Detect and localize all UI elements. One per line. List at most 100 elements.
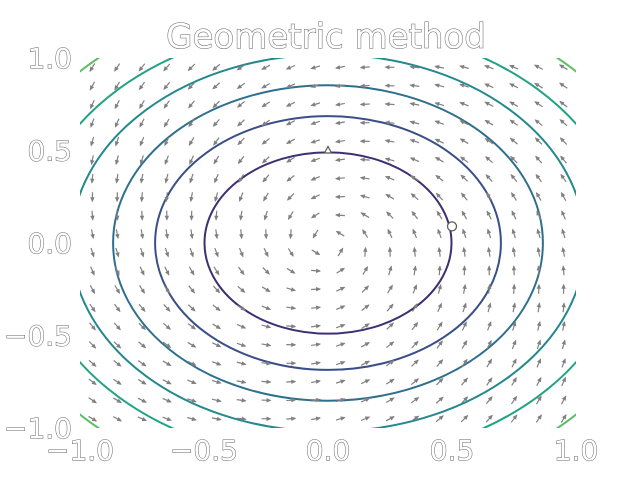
contour-level-1	[154, 115, 502, 371]
vector-arrow	[460, 396, 469, 404]
vector-arrow	[212, 63, 221, 71]
vector-arrow	[236, 100, 246, 108]
vector-arrow	[485, 395, 493, 405]
vector-arrow	[409, 120, 420, 125]
vector-arrow	[187, 398, 197, 403]
vector-arrow	[211, 379, 222, 385]
vector-arrow	[509, 137, 518, 145]
vector-arrow	[239, 229, 244, 240]
vector-arrow	[138, 81, 146, 91]
vector-arrow	[486, 228, 492, 239]
vector-arrow	[214, 210, 219, 221]
vector-arrow	[484, 138, 494, 145]
vector-arrow	[511, 283, 517, 294]
vector-arrow	[163, 285, 170, 294]
vector-arrow	[561, 376, 566, 387]
vector-arrow	[114, 155, 120, 166]
vector-arrow	[236, 398, 247, 403]
vector-arrow	[409, 139, 420, 144]
vector-arrow	[559, 137, 568, 145]
vector-arrow	[162, 360, 172, 367]
vector-arrow	[187, 360, 197, 366]
vector-arrow	[435, 415, 444, 423]
vector-arrow	[162, 341, 172, 348]
vector-arrow	[462, 246, 467, 257]
vector-arrow	[559, 119, 568, 127]
vector-arrow	[462, 228, 467, 239]
vector-arrow	[139, 210, 145, 221]
vector-arrow	[484, 65, 494, 70]
vector-arrow	[163, 63, 171, 72]
vector-arrow	[359, 102, 370, 107]
vector-arrow	[212, 323, 222, 330]
vector-arrow	[509, 119, 519, 126]
vector-arrow	[90, 247, 95, 258]
vector-arrow	[213, 137, 220, 146]
vector-arrow	[560, 173, 567, 183]
vector-arrow	[385, 193, 395, 200]
vector-arrow	[237, 155, 245, 165]
vector-arrow	[362, 229, 369, 238]
vector-arrow	[263, 247, 269, 258]
vector-arrow	[139, 229, 145, 240]
vector-arrow	[211, 416, 222, 422]
vector-arrow	[263, 229, 269, 240]
vector-arrow	[335, 361, 346, 366]
vector-arrow	[434, 156, 444, 163]
vector-arrow	[261, 82, 271, 89]
vector-arrow	[114, 173, 120, 184]
contour-level-4	[80, 58, 576, 428]
vector-arrow	[561, 283, 566, 294]
vector-arrow	[511, 228, 516, 239]
vector-arrow	[90, 210, 95, 221]
vector-arrow	[113, 378, 122, 385]
vector-arrow	[486, 210, 492, 220]
vector-arrow	[334, 213, 345, 218]
vector-arrow	[310, 102, 321, 107]
vector-arrow	[189, 210, 194, 221]
vector-arrow	[114, 136, 120, 147]
vector-arrow	[286, 287, 297, 292]
vector-arrow	[262, 174, 270, 183]
vector-arrow	[509, 83, 519, 89]
vector-arrow	[334, 139, 345, 144]
vector-arrow	[187, 341, 197, 348]
vector-arrow	[361, 323, 370, 330]
vector-arrow	[335, 398, 346, 403]
vector-arrow	[90, 192, 95, 203]
vector-arrow	[359, 175, 370, 181]
vector-arrow	[115, 229, 120, 240]
vector-arrow	[561, 339, 566, 350]
vector-arrow	[535, 414, 542, 423]
vector-arrow	[361, 285, 370, 293]
vector-arrow	[164, 266, 170, 276]
vector-arrow	[384, 157, 395, 162]
vector-arrow	[137, 360, 147, 367]
vector-arrow	[484, 119, 494, 126]
vector-arrow	[434, 83, 445, 88]
vector-arrow	[286, 138, 296, 144]
vector-arrow	[409, 101, 420, 107]
vector-arrow	[187, 323, 197, 330]
vector-arrow	[508, 64, 519, 70]
vector-arrow	[187, 416, 197, 422]
vector-arrow	[211, 398, 222, 403]
vector-arrow	[436, 321, 443, 331]
vector-arrow	[385, 397, 395, 404]
vector-arrow	[360, 342, 370, 348]
vector-arrow	[261, 324, 272, 329]
vector-arrow	[236, 64, 246, 71]
vector-arrow	[363, 246, 368, 257]
vector-arrow	[360, 360, 371, 366]
vector-arrow	[213, 155, 220, 165]
vector-arrow	[163, 322, 171, 330]
vector-arrow	[261, 286, 271, 293]
vector-arrow	[162, 379, 172, 385]
vector-arrow	[435, 174, 444, 182]
vector-arrow	[114, 266, 120, 276]
vector-arrow	[534, 137, 543, 145]
vector-arrow	[436, 359, 444, 368]
vector-arrow	[188, 118, 195, 128]
vector-arrow	[336, 305, 346, 311]
